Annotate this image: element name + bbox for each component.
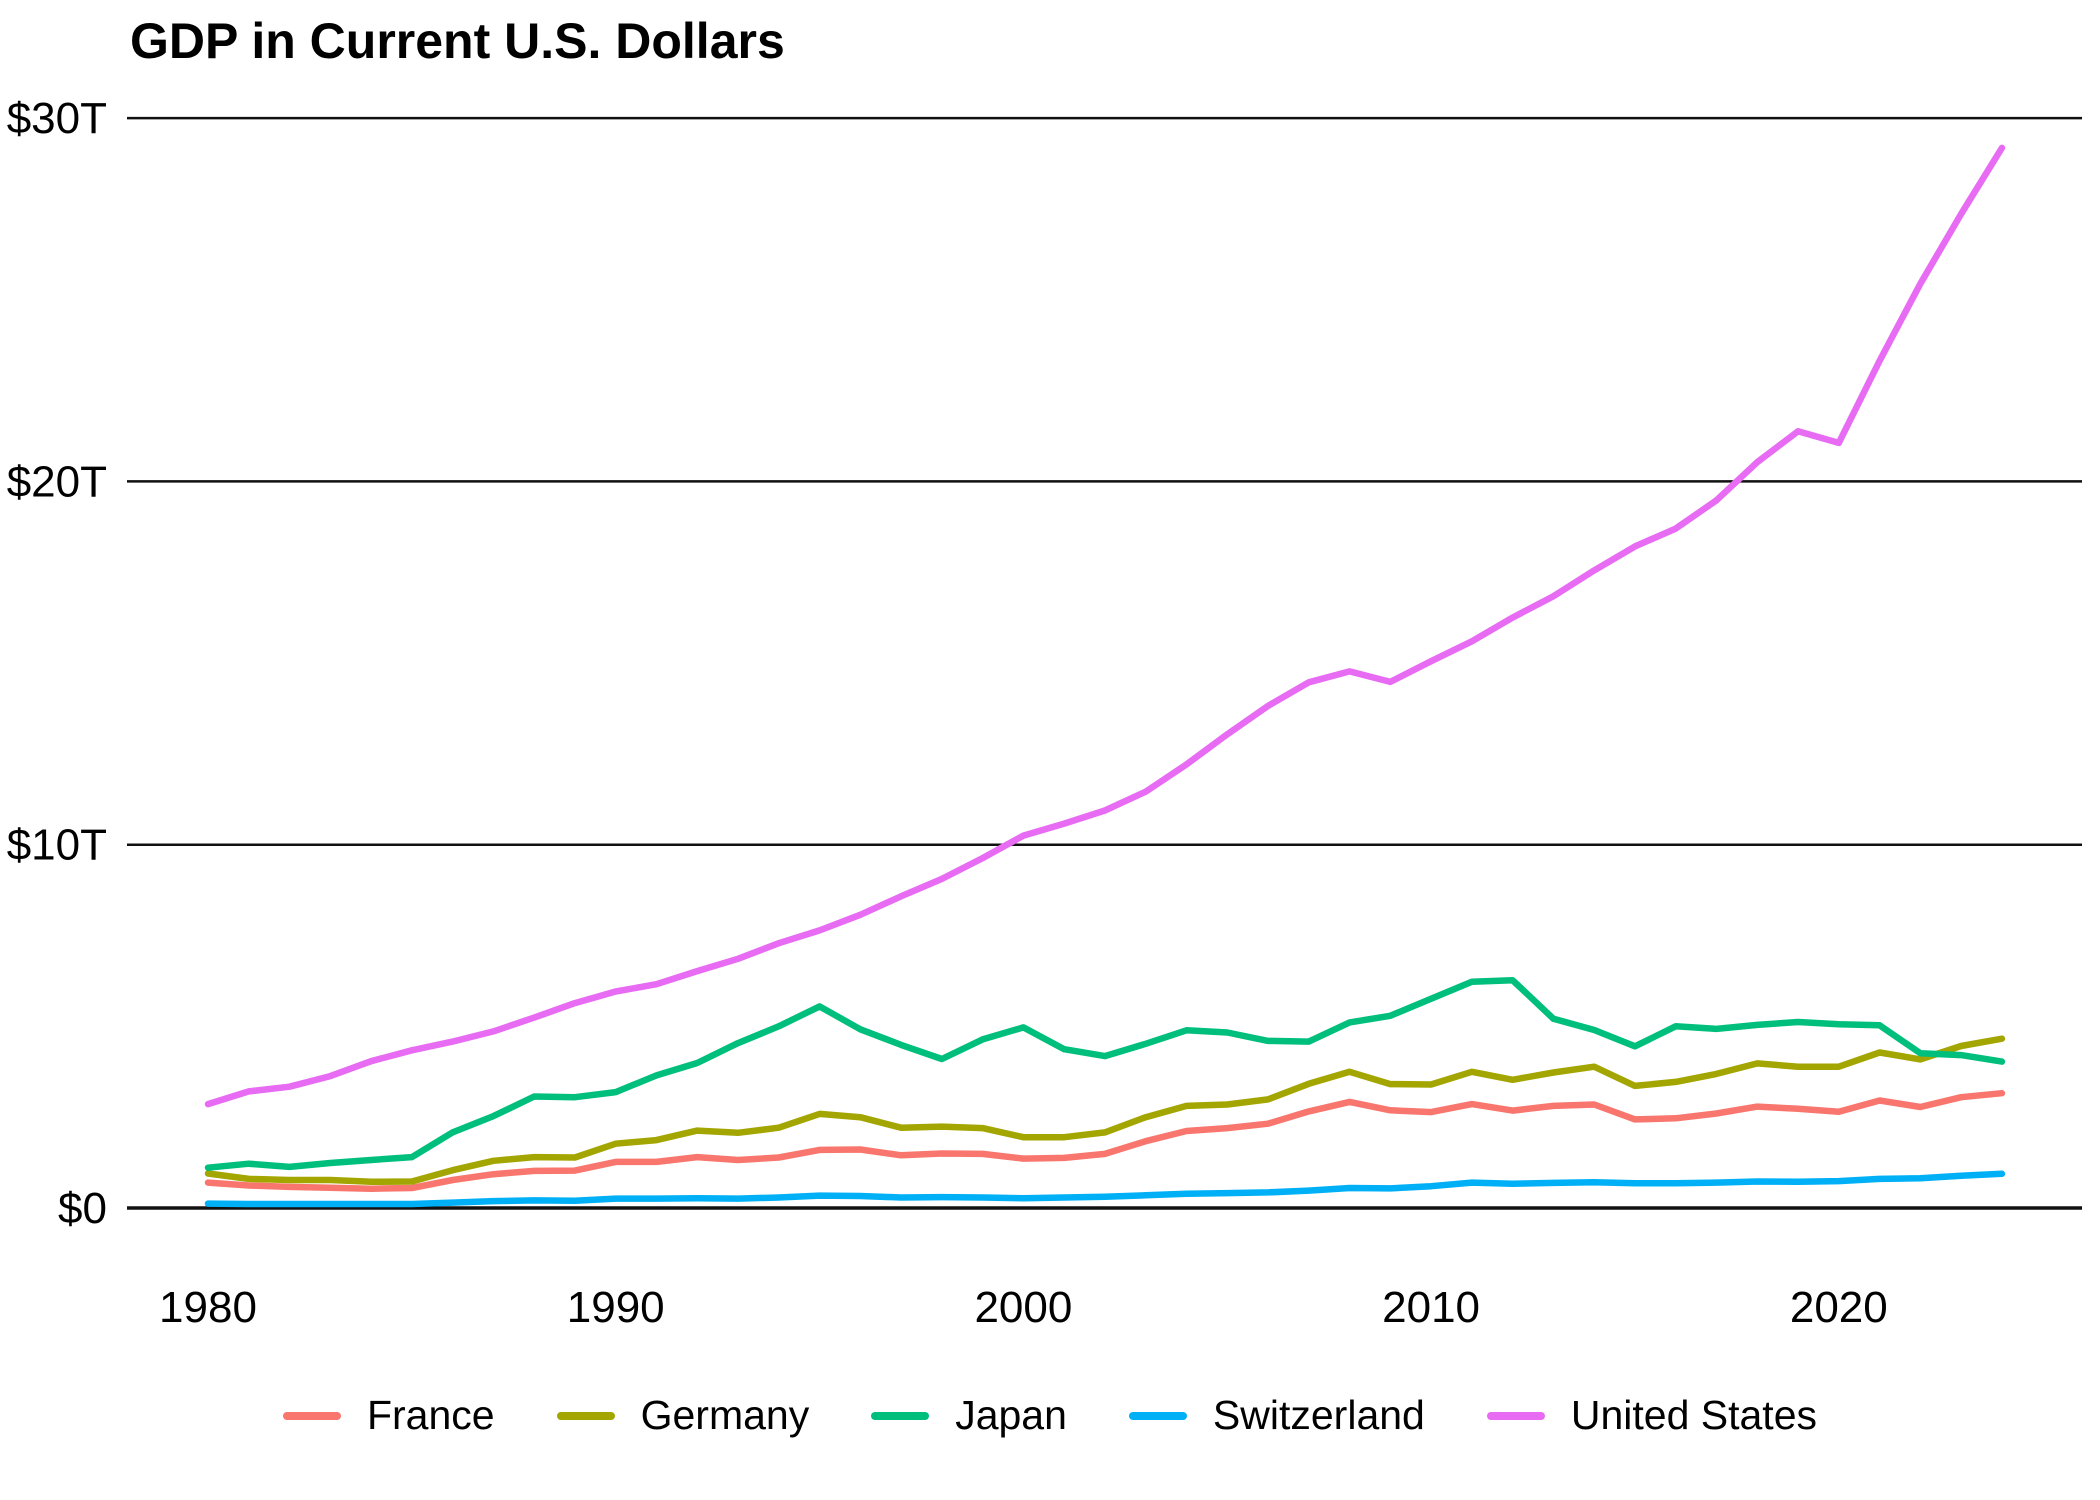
legend-label-japan: Japan [955, 1392, 1067, 1438]
legend-swatch-japan [871, 1411, 930, 1420]
legend-swatch-switzerland [1128, 1411, 1187, 1420]
legend-swatch-germany [556, 1411, 615, 1420]
x-tick-label-1980: 1980 [159, 1283, 257, 1332]
legend: France Germany Japan Switzerland United Stat… [0, 1392, 2100, 1439]
x-tick-label-2010: 2010 [1382, 1283, 1480, 1332]
legend-label-united-states: United States [1570, 1392, 1817, 1438]
legend-swatch-france [282, 1411, 341, 1420]
legend-item-switzerland: Switzerland [1128, 1392, 1425, 1439]
legend-item-japan: Japan [871, 1392, 1067, 1439]
y-tick-label-30T: $30T [7, 94, 107, 143]
legend-label-france: France [366, 1392, 495, 1438]
y-tick-label-20T: $20T [7, 457, 107, 506]
series-line-france [204, 1089, 2006, 1192]
chart-title: GDP in Current U.S. Dollars [130, 13, 785, 69]
legend-item-germany: Germany [556, 1392, 810, 1439]
legend-swatch-united-states [1486, 1411, 1545, 1420]
series-line-switzerland [204, 1170, 2006, 1208]
series-line-japan [204, 976, 2006, 1171]
legend-item-france: France [282, 1392, 495, 1439]
x-tick-label-2020: 2020 [1790, 1283, 1888, 1332]
legend-item-united-states: United States [1486, 1392, 1817, 1439]
legend-label-germany: Germany [640, 1392, 810, 1438]
series-line-united-states [204, 144, 2006, 1108]
series-line-germany [204, 1035, 2006, 1186]
y-tick-label-0T: $0 [58, 1184, 107, 1233]
y-tick-label-10T: $10T [7, 821, 107, 870]
x-tick-label-2000: 2000 [974, 1283, 1072, 1332]
legend-label-switzerland: Switzerland [1212, 1392, 1425, 1438]
x-tick-label-1990: 1990 [567, 1283, 665, 1332]
